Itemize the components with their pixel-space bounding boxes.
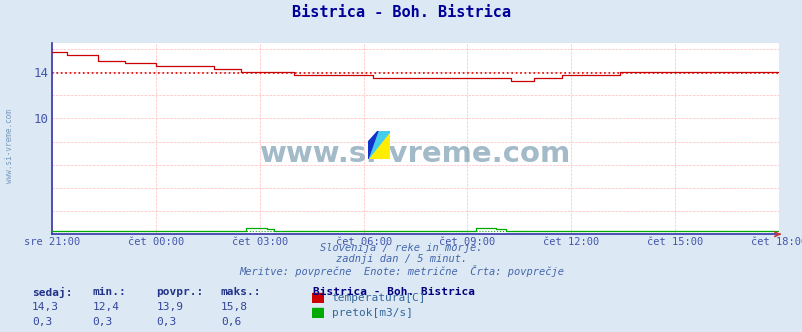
Text: Meritve: povprečne  Enote: metrične  Črta: povprečje: Meritve: povprečne Enote: metrične Črta:… <box>239 265 563 277</box>
Text: Slovenija / reke in morje.: Slovenija / reke in morje. <box>320 243 482 253</box>
Text: maks.:: maks.: <box>221 287 261 297</box>
Text: 0,6: 0,6 <box>221 317 241 327</box>
Text: zadnji dan / 5 minut.: zadnji dan / 5 minut. <box>335 254 467 264</box>
Text: 0,3: 0,3 <box>92 317 112 327</box>
Text: min.:: min.: <box>92 287 126 297</box>
Polygon shape <box>367 131 390 159</box>
Bar <box>312 293 323 302</box>
Text: www.si-vreme.com: www.si-vreme.com <box>260 140 570 168</box>
Text: 15,8: 15,8 <box>221 302 248 312</box>
Text: 0,3: 0,3 <box>156 317 176 327</box>
Text: pretok[m3/s]: pretok[m3/s] <box>331 308 412 318</box>
Bar <box>312 308 323 317</box>
Text: 0,3: 0,3 <box>32 317 52 327</box>
Text: 13,9: 13,9 <box>156 302 184 312</box>
Text: Bistrica - Boh. Bistrica: Bistrica - Boh. Bistrica <box>292 5 510 20</box>
Text: 14,3: 14,3 <box>32 302 59 312</box>
Polygon shape <box>367 131 378 159</box>
Text: www.si-vreme.com: www.si-vreme.com <box>5 109 14 183</box>
Text: temperatura[C]: temperatura[C] <box>331 293 426 303</box>
Text: Bistrica - Boh. Bistrica: Bistrica - Boh. Bistrica <box>313 287 475 297</box>
Text: sedaj:: sedaj: <box>32 287 72 298</box>
Text: povpr.:: povpr.: <box>156 287 204 297</box>
Text: 12,4: 12,4 <box>92 302 119 312</box>
Polygon shape <box>367 131 390 159</box>
